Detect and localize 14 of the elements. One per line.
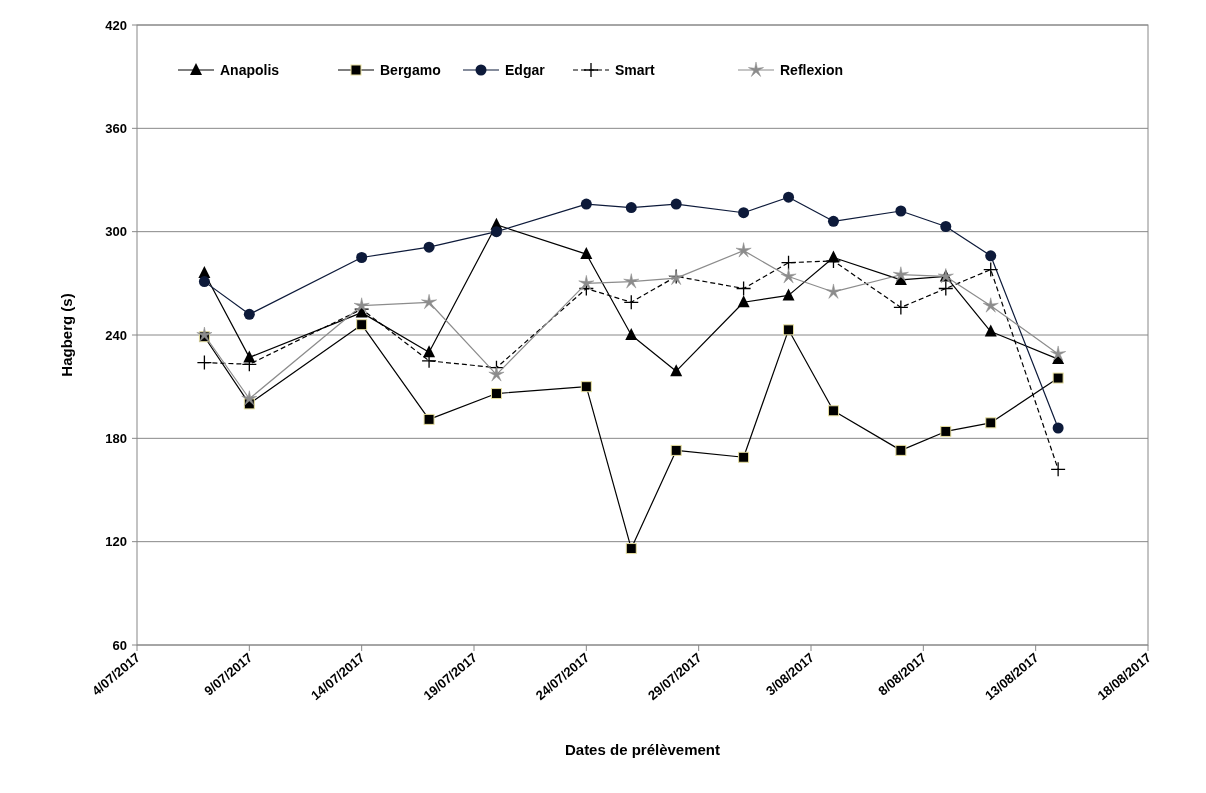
y-tick-label: 180	[105, 430, 127, 446]
y-axis-title: Hagberg (s)	[58, 293, 75, 377]
y-tick-label: 60	[112, 637, 127, 653]
y-tick-label: 420	[105, 17, 127, 33]
legend-label: Anapolis	[220, 61, 280, 78]
y-tick-label: 360	[105, 120, 127, 136]
legend-label: Bergamo	[380, 61, 441, 78]
x-axis-title: Dates de prélèvement	[564, 741, 721, 758]
y-tick-label: 120	[105, 534, 127, 550]
legend-label: Edgar	[505, 61, 546, 78]
y-tick-label: 240	[105, 327, 127, 343]
legend-label: Smart	[615, 61, 656, 78]
legend-label: Reflexion	[780, 61, 844, 78]
y-tick-label: 300	[105, 224, 127, 240]
